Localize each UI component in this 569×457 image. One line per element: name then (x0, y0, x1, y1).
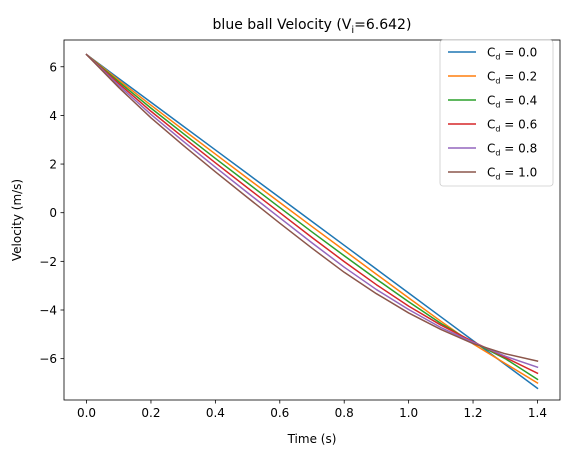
x-tick-label: 0.8 (335, 406, 354, 420)
plot-frame (63, 39, 561, 401)
legend-label: Cd = 0.6 (487, 118, 537, 134)
plot-area (63, 39, 561, 401)
x-tick-label: 0.4 (206, 406, 225, 420)
legend-label: Cd = 0.0 (487, 46, 537, 62)
y-tick-label: 6 (49, 60, 57, 74)
series-line-cd-0-0 (85, 53, 539, 390)
x-tick-label: 1.2 (463, 406, 482, 420)
y-axis-label: Velocity (m/s) (10, 179, 24, 261)
x-tick-label: 0.6 (270, 406, 289, 420)
legend-label: Cd = 1.0 (487, 166, 537, 182)
y-tick-label: 0 (49, 206, 57, 220)
legend-entries: Cd = 0.0 Cd = 0.2 Cd = 0.4 Cd = 0.6 Cd = 0.8… (448, 46, 537, 182)
x-tick-label: 0.2 (141, 406, 160, 420)
x-axis-label: Time (s) (287, 432, 337, 446)
legend-label: Cd = 0.8 (487, 142, 537, 158)
y-axis-ticks: −6 −4 −2 0 2 4 6 (39, 60, 64, 366)
y-tick-label: 4 (49, 109, 57, 123)
x-tick-label: 1.4 (528, 406, 547, 420)
series-line-cd-0-8 (85, 53, 539, 369)
chart-title-subscript: i (351, 25, 354, 36)
legend-label: Cd = 0.2 (487, 70, 537, 86)
legend-label: Cd = 0.4 (487, 94, 537, 110)
series-line-cd-1-0 (85, 53, 539, 362)
x-tick-label: 1.0 (399, 406, 418, 420)
chart-title: blue ball Velocity (Vi=6.642) (213, 17, 412, 36)
y-tick-label: −2 (39, 255, 57, 269)
y-tick-label: 2 (49, 158, 57, 172)
x-axis-ticks: 0.0 0.2 0.4 0.6 0.8 1.0 1.2 1.4 (77, 400, 547, 420)
legend: Cd = 0.0 Cd = 0.2 Cd = 0.4 Cd = 0.6 Cd = 0.8… (439, 39, 554, 187)
y-tick-label: −6 (39, 352, 57, 366)
series-layer (85, 53, 539, 390)
x-tick-label: 0.0 (77, 406, 96, 420)
series-line-cd-0-6 (85, 53, 539, 375)
legend-frame (439, 39, 554, 187)
y-tick-label: −4 (39, 304, 57, 318)
